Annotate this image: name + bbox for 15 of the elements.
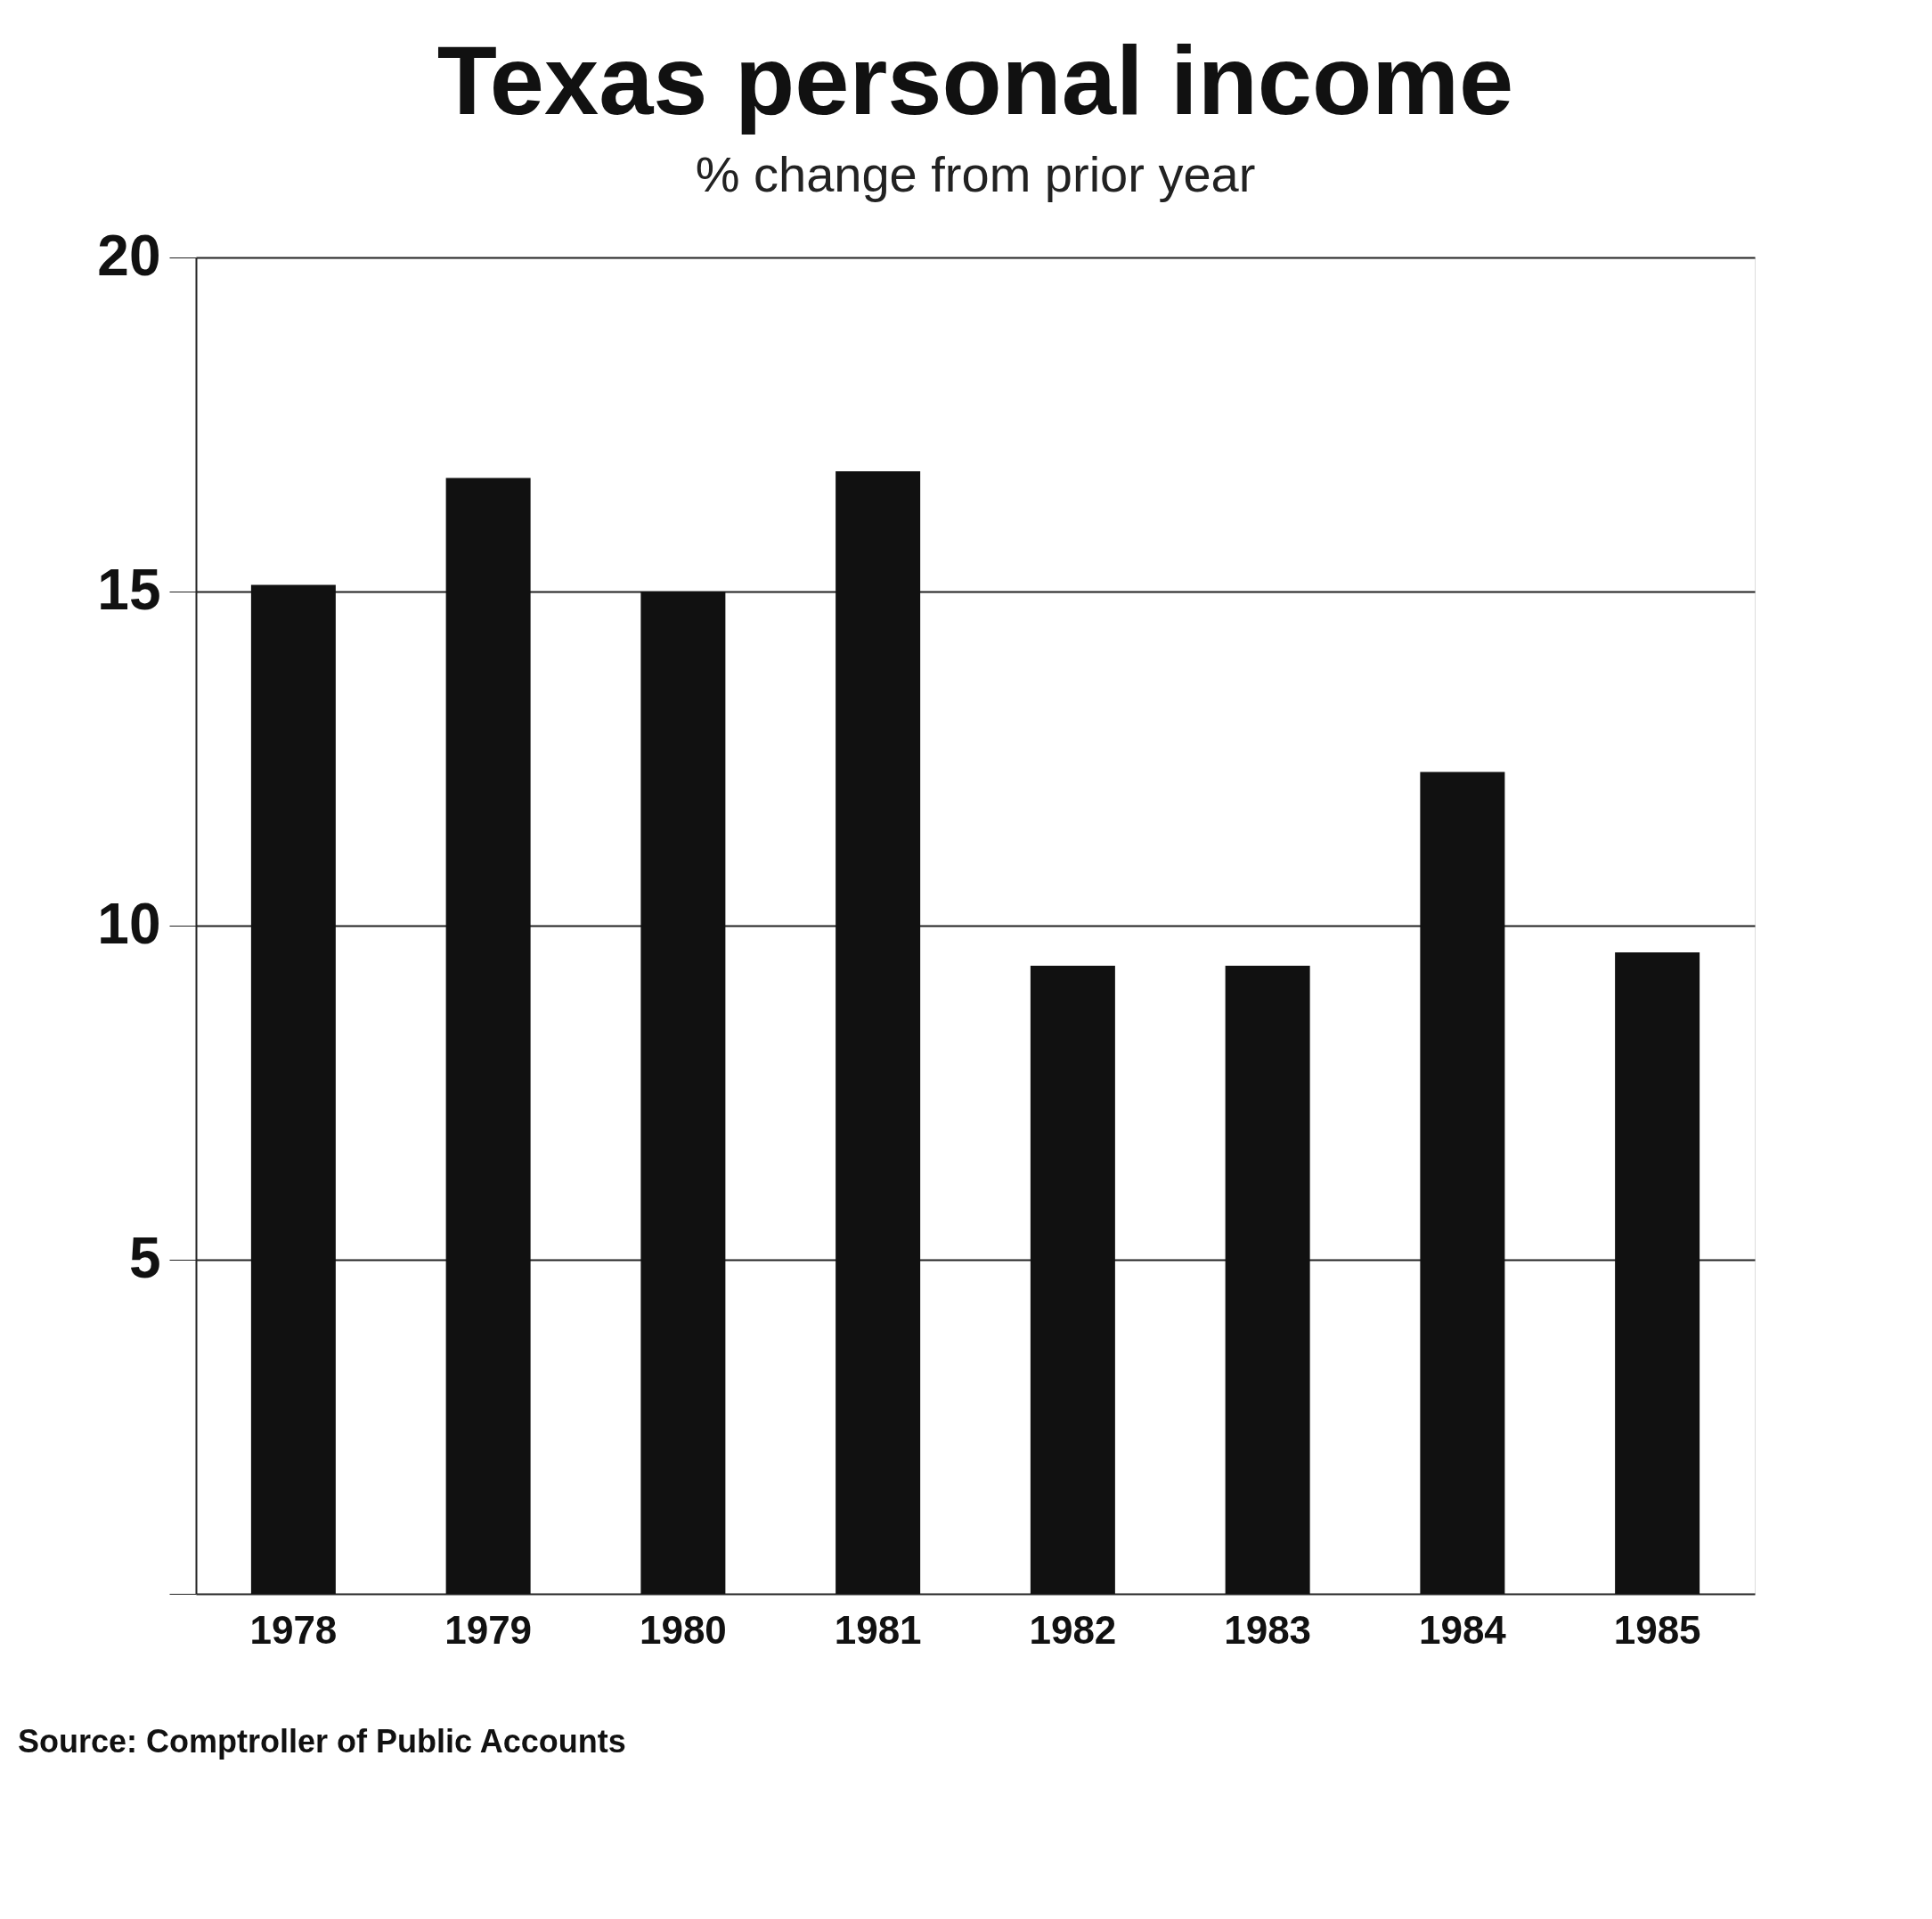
y-tick-label: 10 bbox=[97, 891, 161, 956]
x-tick-label: 1984 bbox=[1418, 1607, 1507, 1652]
y-tick-label: 20 bbox=[97, 223, 161, 288]
x-tick-label: 1979 bbox=[444, 1607, 533, 1652]
x-tick-label: 1978 bbox=[249, 1607, 338, 1652]
x-tick-label: 1982 bbox=[1029, 1607, 1117, 1652]
x-tick-label: 1983 bbox=[1224, 1607, 1312, 1652]
y-tick-label: 15 bbox=[97, 557, 161, 622]
chart-subtitle: % change from prior year bbox=[695, 146, 1256, 202]
x-tick-label: 1980 bbox=[639, 1607, 727, 1652]
x-tick-label: 1981 bbox=[834, 1607, 922, 1652]
source-note: Source: Comptroller of Public Accounts bbox=[18, 1723, 626, 1760]
x-tick-label: 1985 bbox=[1613, 1607, 1701, 1652]
chart-title: Texas personal income bbox=[436, 25, 1514, 135]
y-tick-label: 5 bbox=[128, 1225, 161, 1290]
